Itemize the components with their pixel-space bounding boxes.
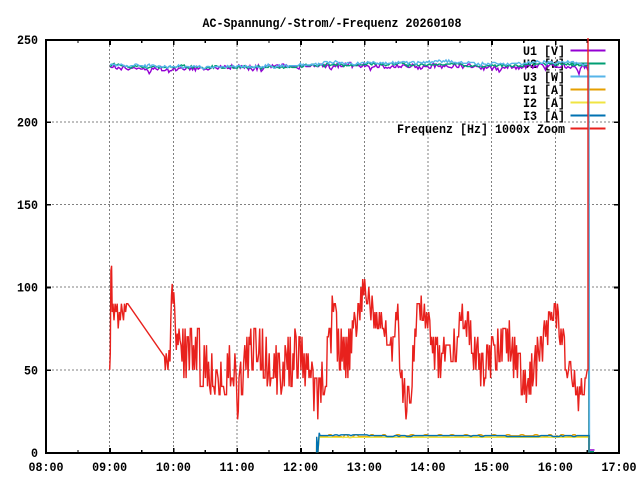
svg-text:150: 150 (17, 198, 38, 213)
svg-text:200: 200 (17, 115, 38, 130)
svg-text:50: 50 (24, 363, 38, 378)
svg-text:15:00: 15:00 (474, 460, 509, 475)
svg-text:250: 250 (17, 33, 38, 48)
svg-text:17:00: 17:00 (602, 460, 637, 475)
svg-text:U1 [V]: U1 [V] (523, 44, 565, 59)
svg-text:AC-Spannung/-Strom/-Frequenz 2: AC-Spannung/-Strom/-Frequenz 20260108 (203, 16, 462, 31)
svg-text:100: 100 (17, 281, 38, 296)
svg-text:13:00: 13:00 (347, 460, 382, 475)
svg-text:I1 [A]: I1 [A] (523, 83, 565, 98)
svg-text:08:00: 08:00 (29, 460, 64, 475)
svg-text:11:00: 11:00 (220, 460, 255, 475)
svg-text:09:00: 09:00 (92, 460, 127, 475)
svg-text:0: 0 (31, 446, 38, 461)
svg-text:U3 [W]: U3 [W] (523, 70, 565, 85)
svg-text:14:00: 14:00 (411, 460, 446, 475)
svg-text:Frequenz [Hz] 1000x Zoom: Frequenz [Hz] 1000x Zoom (397, 122, 565, 137)
svg-text:I2 [A]: I2 [A] (523, 96, 565, 111)
svg-text:12:00: 12:00 (283, 460, 318, 475)
svg-text:16:00: 16:00 (538, 460, 573, 475)
svg-text:10:00: 10:00 (156, 460, 191, 475)
svg-text:I3 [A]: I3 [A] (523, 109, 565, 124)
